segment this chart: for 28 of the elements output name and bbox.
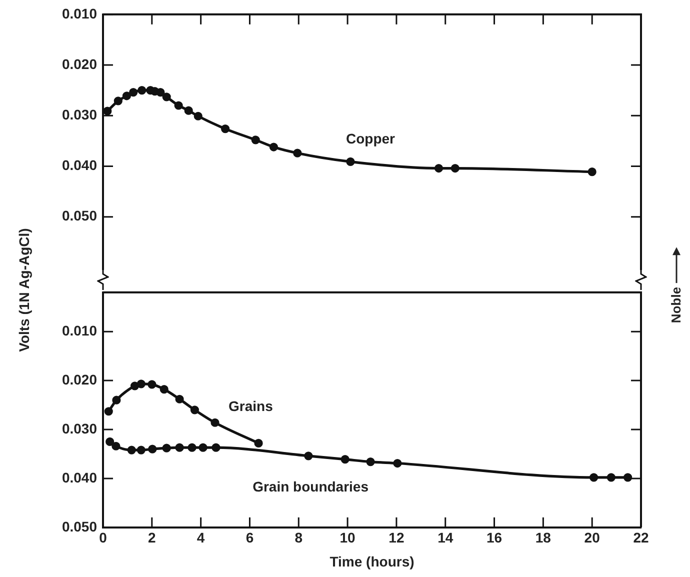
x-tick-label: 14: [438, 530, 454, 546]
y-axis-title: Volts (1N Ag-AgCl): [16, 228, 32, 352]
x-tick-label: 12: [388, 530, 404, 546]
x-tick-label: 10: [340, 530, 356, 546]
y-tick-label: 0.050: [62, 518, 98, 534]
x-tick-label: 20: [584, 530, 600, 546]
y-tick-label: 0.020: [62, 56, 98, 72]
y-tick-label: 0.010: [62, 5, 98, 22]
x-axis-title: Time (hours): [330, 553, 414, 570]
x-tick-label: 22: [633, 530, 649, 546]
series-label: Grain boundaries: [252, 478, 369, 495]
y-tick-label: 0.040: [62, 469, 98, 486]
y-tick-label: 0.020: [62, 371, 98, 388]
y-tick-label: 0.050: [62, 208, 98, 224]
x-tick-label: 8: [294, 530, 303, 546]
y-tick-label: 0.010: [62, 322, 98, 338]
series-label: Grains: [228, 398, 274, 414]
x-tick-label: 4: [196, 530, 205, 546]
y-tick-label: 0.030: [62, 106, 98, 122]
text: Noble: [668, 286, 684, 324]
y-tick-label: 0.030: [62, 420, 98, 436]
x-tick-label: 16: [486, 530, 502, 546]
x-tick-label: 2: [148, 530, 156, 546]
x-tick-label: 18: [535, 530, 552, 546]
x-tick-label: 0: [99, 530, 108, 546]
series-label: Copper: [346, 130, 396, 147]
y-tick-label: 0.040: [62, 157, 98, 174]
x-tick-label: 6: [246, 530, 254, 546]
